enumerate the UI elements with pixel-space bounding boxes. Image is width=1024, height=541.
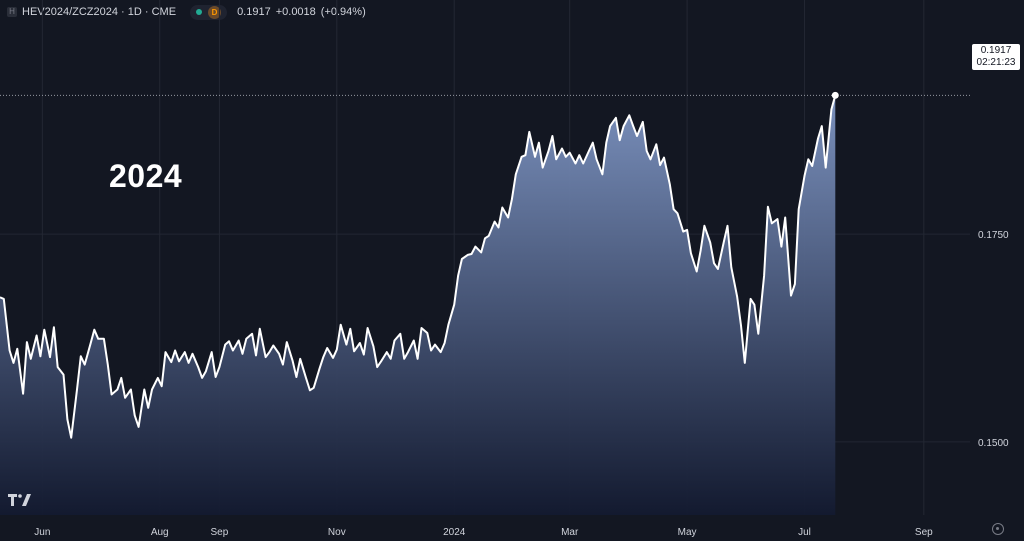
x-tick-label: Aug	[151, 527, 169, 538]
price-change-percent: (+0.94%)	[320, 6, 366, 18]
x-tick-label: Nov	[328, 527, 346, 538]
price-line	[0, 95, 837, 439]
year-overlay-text: 2024	[109, 158, 183, 194]
market-status-pill[interactable]: D	[190, 4, 228, 20]
bar-countdown: 02:21:23	[976, 57, 1016, 68]
y-tick-label: 0.1500	[978, 438, 1009, 449]
x-tick-label: Sep	[915, 527, 933, 538]
last-price: 0.1917	[237, 6, 271, 18]
gear-icon[interactable]	[992, 523, 1004, 535]
tradingview-logo-icon[interactable]	[8, 494, 32, 511]
x-tick-label: Jun	[34, 527, 50, 538]
x-tick-label: 2024	[443, 527, 466, 538]
price-area-fill	[0, 95, 836, 516]
symbol-type-badge: H	[7, 7, 17, 17]
last-price-label: 0.1917 02:21:23	[972, 44, 1020, 70]
last-price-label-value: 0.1917	[980, 45, 1012, 56]
x-tick-label: Mar	[561, 527, 579, 538]
price-change: +0.0018	[275, 6, 316, 18]
x-tick-label: Jul	[798, 527, 811, 538]
interval-badge: D	[208, 5, 222, 19]
market-open-dot-icon	[196, 9, 203, 15]
symbol-title[interactable]: HEV2024/ZCZ2024 · 1D · CME	[22, 6, 177, 18]
last-price-dot	[831, 91, 839, 99]
x-tick-label: Sep	[211, 527, 229, 538]
chart-header: H HEV2024/ZCZ2024 · 1D · CME D 0.1917 +0…	[0, 0, 371, 24]
x-tick-label: May	[678, 527, 697, 538]
y-tick-label: 0.1750	[978, 230, 1009, 241]
